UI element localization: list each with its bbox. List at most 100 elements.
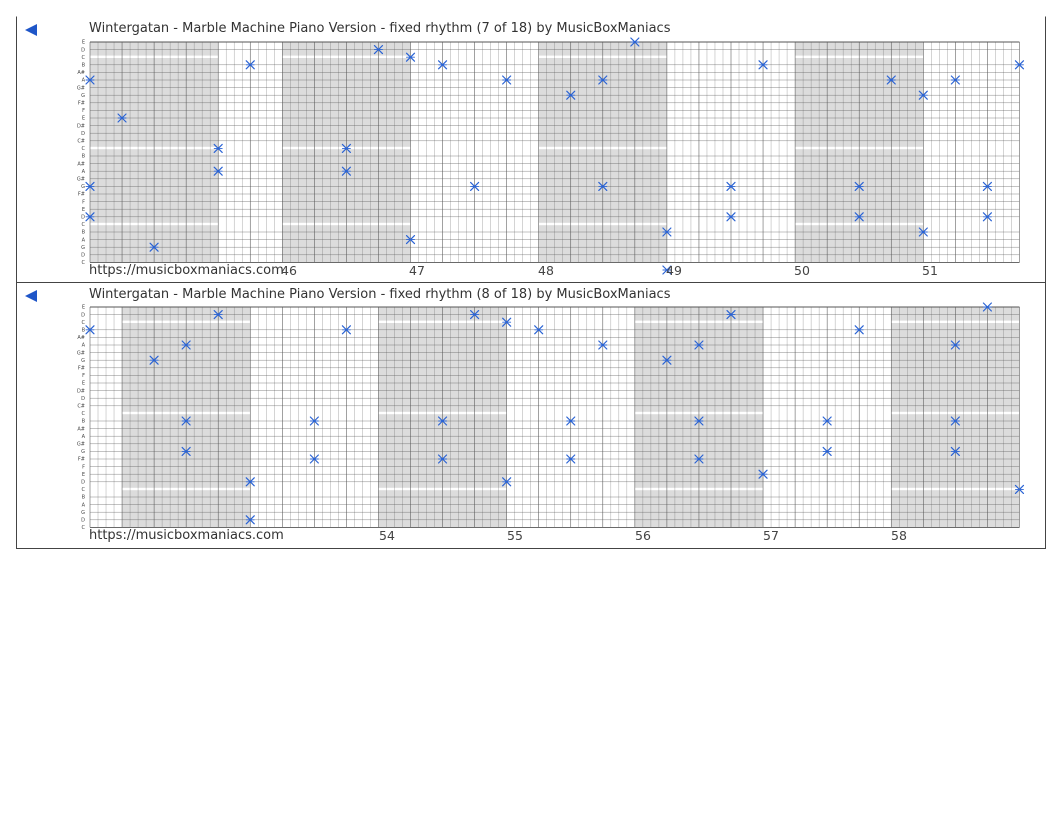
- note-mark[interactable]: [181, 340, 191, 350]
- note-mark[interactable]: [85, 181, 95, 191]
- note-label: G: [81, 449, 85, 455]
- note-mark[interactable]: [373, 45, 384, 55]
- note-mark[interactable]: [502, 75, 512, 85]
- note-mark[interactable]: [405, 235, 416, 245]
- note-mark[interactable]: [470, 181, 480, 191]
- note-mark[interactable]: [662, 355, 672, 365]
- note-mark[interactable]: [694, 454, 704, 464]
- note-mark[interactable]: [854, 212, 864, 222]
- note-mark[interactable]: [437, 416, 448, 426]
- back-arrow-icon[interactable]: [25, 290, 39, 302]
- note-mark[interactable]: [598, 340, 608, 350]
- note-mark[interactable]: [245, 515, 255, 525]
- note-mark[interactable]: [950, 75, 960, 85]
- note-label: G: [81, 184, 85, 190]
- page-title: Wintergatan - Marble Machine Piano Versi…: [89, 287, 671, 302]
- note-label: G#: [77, 442, 85, 448]
- note-mark[interactable]: [437, 454, 448, 464]
- note-mark[interactable]: [85, 75, 95, 85]
- note-mark[interactable]: [854, 181, 864, 191]
- note-mark[interactable]: [502, 317, 512, 327]
- note-mark[interactable]: [598, 75, 608, 85]
- note-mark[interactable]: [245, 60, 255, 70]
- note-label: F#: [78, 101, 85, 107]
- music-page-2: Wintergatan - Marble Machine Piano Versi…: [16, 282, 1046, 549]
- note-mark[interactable]: [726, 212, 736, 222]
- note-mark[interactable]: [982, 212, 993, 222]
- note-label: C#: [77, 139, 85, 145]
- measure-number: 54: [379, 528, 395, 543]
- note-mark[interactable]: [918, 227, 928, 237]
- note-mark[interactable]: [982, 181, 993, 191]
- note-mark[interactable]: [854, 325, 864, 335]
- note-mark[interactable]: [566, 90, 576, 100]
- back-arrow-icon[interactable]: [25, 24, 39, 36]
- note-mark[interactable]: [822, 416, 832, 426]
- note-mark[interactable]: [566, 416, 576, 426]
- note-mark[interactable]: [245, 477, 255, 487]
- note-label: E: [82, 305, 85, 311]
- note-label: C#: [77, 404, 85, 410]
- note-mark[interactable]: [726, 310, 736, 320]
- note-mark[interactable]: [213, 143, 223, 153]
- note-label: F: [82, 108, 85, 114]
- note-mark[interactable]: [982, 302, 993, 312]
- note-label: G#: [77, 350, 85, 356]
- note-mark[interactable]: [630, 37, 640, 47]
- note-label: A: [82, 78, 86, 84]
- note-label: E: [82, 472, 85, 478]
- note-mark[interactable]: [213, 310, 223, 320]
- note-label: C: [82, 320, 86, 326]
- note-mark[interactable]: [662, 265, 672, 275]
- note-mark[interactable]: [181, 446, 191, 456]
- note-mark[interactable]: [758, 469, 768, 479]
- note-label: D: [81, 480, 85, 486]
- note-label: C: [82, 55, 86, 61]
- note-mark[interactable]: [117, 113, 127, 123]
- source-url-link[interactable]: https://musicboxmaniacs.com: [89, 528, 284, 543]
- note-mark[interactable]: [1014, 484, 1025, 494]
- note-mark[interactable]: [694, 416, 704, 426]
- note-mark[interactable]: [758, 60, 768, 70]
- note-label: A: [82, 343, 86, 349]
- note-mark[interactable]: [822, 446, 832, 456]
- note-mark[interactable]: [470, 310, 480, 320]
- note-mark[interactable]: [181, 416, 191, 426]
- source-url-link[interactable]: https://musicboxmaniacs.com: [89, 263, 284, 278]
- note-label: D: [81, 518, 85, 524]
- note-label: F#: [78, 192, 85, 198]
- measure-number: 58: [891, 528, 907, 543]
- note-mark[interactable]: [309, 454, 319, 464]
- note-label: B: [82, 495, 86, 501]
- note-mark[interactable]: [149, 242, 159, 252]
- note-mark[interactable]: [85, 325, 95, 335]
- note-mark[interactable]: [566, 454, 576, 464]
- note-mark[interactable]: [502, 477, 512, 487]
- note-mark[interactable]: [598, 181, 608, 191]
- note-mark[interactable]: [662, 227, 672, 237]
- note-mark[interactable]: [886, 75, 896, 85]
- note-mark[interactable]: [918, 90, 928, 100]
- note-label: E: [82, 381, 85, 387]
- note-mark[interactable]: [309, 416, 319, 426]
- note-mark[interactable]: [694, 340, 704, 350]
- measure-number: 55: [507, 528, 523, 543]
- note-mark[interactable]: [950, 416, 960, 426]
- note-label: D: [81, 312, 85, 318]
- note-mark[interactable]: [341, 143, 351, 153]
- note-mark[interactable]: [213, 166, 223, 176]
- note-mark[interactable]: [950, 446, 960, 456]
- note-mark[interactable]: [341, 166, 351, 176]
- note-mark[interactable]: [726, 181, 736, 191]
- note-label: G#: [77, 177, 85, 183]
- note-label: A: [82, 237, 86, 243]
- note-mark[interactable]: [149, 355, 159, 365]
- note-mark[interactable]: [534, 325, 544, 335]
- note-mark[interactable]: [950, 340, 960, 350]
- note-mark[interactable]: [85, 212, 95, 222]
- note-mark[interactable]: [437, 60, 448, 70]
- note-mark[interactable]: [1014, 60, 1025, 70]
- note-mark[interactable]: [341, 325, 351, 335]
- note-mark[interactable]: [405, 52, 416, 62]
